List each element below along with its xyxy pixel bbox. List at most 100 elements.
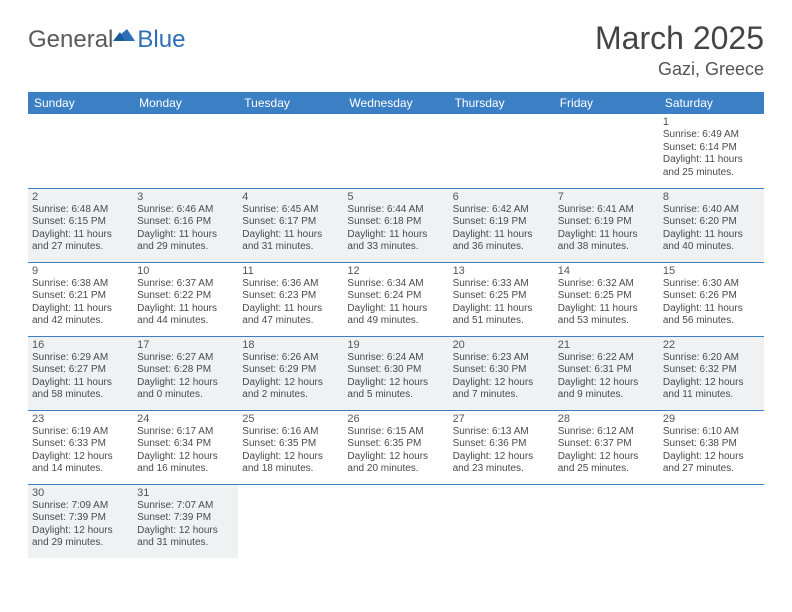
sunset-text: Sunset: 6:22 PM xyxy=(137,290,234,303)
day-number: 25 xyxy=(242,413,339,425)
calendar-day-cell xyxy=(28,114,133,188)
calendar-week-row: 2Sunrise: 6:48 AMSunset: 6:15 PMDaylight… xyxy=(28,188,764,262)
daylight-text: Daylight: 12 hours and 5 minutes. xyxy=(347,377,444,402)
sunset-text: Sunset: 6:30 PM xyxy=(453,364,550,377)
sunrise-text: Sunrise: 6:45 AM xyxy=(242,204,339,217)
daylight-text: Daylight: 11 hours and 29 minutes. xyxy=(137,229,234,254)
day-info: Sunrise: 6:40 AMSunset: 6:20 PMDaylight:… xyxy=(663,204,760,254)
sunrise-text: Sunrise: 6:33 AM xyxy=(453,278,550,291)
day-number: 7 xyxy=(558,191,655,203)
sunset-text: Sunset: 6:20 PM xyxy=(663,216,760,229)
day-number: 9 xyxy=(32,265,129,277)
sunrise-text: Sunrise: 6:12 AM xyxy=(558,426,655,439)
daylight-text: Daylight: 11 hours and 56 minutes. xyxy=(663,303,760,328)
logo: General Blue xyxy=(28,26,185,54)
day-info: Sunrise: 6:23 AMSunset: 6:30 PMDaylight:… xyxy=(453,352,550,402)
location-label: Gazi, Greece xyxy=(595,59,764,80)
day-number: 11 xyxy=(242,265,339,277)
daylight-text: Daylight: 12 hours and 23 minutes. xyxy=(453,451,550,476)
sunset-text: Sunset: 6:18 PM xyxy=(347,216,444,229)
day-info: Sunrise: 6:12 AMSunset: 6:37 PMDaylight:… xyxy=(558,426,655,476)
day-number: 28 xyxy=(558,413,655,425)
calendar-day-cell: 31Sunrise: 7:07 AMSunset: 7:39 PMDayligh… xyxy=(133,484,238,558)
sunrise-text: Sunrise: 6:32 AM xyxy=(558,278,655,291)
calendar-table: Sunday Monday Tuesday Wednesday Thursday… xyxy=(28,92,764,558)
sunset-text: Sunset: 6:29 PM xyxy=(242,364,339,377)
day-number: 23 xyxy=(32,413,129,425)
calendar-day-cell: 23Sunrise: 6:19 AMSunset: 6:33 PMDayligh… xyxy=(28,410,133,484)
sunrise-text: Sunrise: 6:48 AM xyxy=(32,204,129,217)
calendar-week-row: 9Sunrise: 6:38 AMSunset: 6:21 PMDaylight… xyxy=(28,262,764,336)
logo-text-blue: Blue xyxy=(137,26,185,54)
day-info: Sunrise: 6:38 AMSunset: 6:21 PMDaylight:… xyxy=(32,278,129,328)
sunrise-text: Sunrise: 6:27 AM xyxy=(137,352,234,365)
day-number: 19 xyxy=(347,339,444,351)
daylight-text: Daylight: 11 hours and 36 minutes. xyxy=(453,229,550,254)
calendar-week-row: 23Sunrise: 6:19 AMSunset: 6:33 PMDayligh… xyxy=(28,410,764,484)
daylight-text: Daylight: 11 hours and 31 minutes. xyxy=(242,229,339,254)
calendar-day-cell xyxy=(133,114,238,188)
calendar-day-cell: 6Sunrise: 6:42 AMSunset: 6:19 PMDaylight… xyxy=(449,188,554,262)
day-info: Sunrise: 6:20 AMSunset: 6:32 PMDaylight:… xyxy=(663,352,760,402)
calendar-day-cell: 25Sunrise: 6:16 AMSunset: 6:35 PMDayligh… xyxy=(238,410,343,484)
sunrise-text: Sunrise: 6:38 AM xyxy=(32,278,129,291)
calendar-week-row: 1Sunrise: 6:49 AMSunset: 6:14 PMDaylight… xyxy=(28,114,764,188)
calendar-day-cell: 7Sunrise: 6:41 AMSunset: 6:19 PMDaylight… xyxy=(554,188,659,262)
calendar-day-cell: 26Sunrise: 6:15 AMSunset: 6:35 PMDayligh… xyxy=(343,410,448,484)
daylight-text: Daylight: 11 hours and 42 minutes. xyxy=(32,303,129,328)
sunrise-text: Sunrise: 6:49 AM xyxy=(663,129,760,142)
sunset-text: Sunset: 6:35 PM xyxy=(347,438,444,451)
calendar-day-cell: 8Sunrise: 6:40 AMSunset: 6:20 PMDaylight… xyxy=(659,188,764,262)
sunrise-text: Sunrise: 6:13 AM xyxy=(453,426,550,439)
calendar-day-cell: 22Sunrise: 6:20 AMSunset: 6:32 PMDayligh… xyxy=(659,336,764,410)
sunrise-text: Sunrise: 7:09 AM xyxy=(32,500,129,513)
sunrise-text: Sunrise: 7:07 AM xyxy=(137,500,234,513)
daylight-text: Daylight: 11 hours and 40 minutes. xyxy=(663,229,760,254)
daylight-text: Daylight: 11 hours and 49 minutes. xyxy=(347,303,444,328)
day-number: 27 xyxy=(453,413,550,425)
sunrise-text: Sunrise: 6:10 AM xyxy=(663,426,760,439)
calendar-day-cell xyxy=(238,114,343,188)
sunset-text: Sunset: 6:33 PM xyxy=(32,438,129,451)
sunset-text: Sunset: 6:24 PM xyxy=(347,290,444,303)
sunrise-text: Sunrise: 6:41 AM xyxy=(558,204,655,217)
day-info: Sunrise: 6:44 AMSunset: 6:18 PMDaylight:… xyxy=(347,204,444,254)
calendar-day-cell: 4Sunrise: 6:45 AMSunset: 6:17 PMDaylight… xyxy=(238,188,343,262)
sunrise-text: Sunrise: 6:22 AM xyxy=(558,352,655,365)
calendar-day-cell: 29Sunrise: 6:10 AMSunset: 6:38 PMDayligh… xyxy=(659,410,764,484)
sunset-text: Sunset: 6:14 PM xyxy=(663,142,760,155)
day-header: Wednesday xyxy=(343,92,448,114)
day-number: 31 xyxy=(137,487,234,499)
sunset-text: Sunset: 6:30 PM xyxy=(347,364,444,377)
day-number: 22 xyxy=(663,339,760,351)
sunset-text: Sunset: 6:35 PM xyxy=(242,438,339,451)
day-info: Sunrise: 6:34 AMSunset: 6:24 PMDaylight:… xyxy=(347,278,444,328)
sunset-text: Sunset: 6:31 PM xyxy=(558,364,655,377)
calendar-day-cell xyxy=(449,484,554,558)
calendar-week-row: 30Sunrise: 7:09 AMSunset: 7:39 PMDayligh… xyxy=(28,484,764,558)
sunrise-text: Sunrise: 6:30 AM xyxy=(663,278,760,291)
day-info: Sunrise: 6:22 AMSunset: 6:31 PMDaylight:… xyxy=(558,352,655,402)
day-header: Thursday xyxy=(449,92,554,114)
day-info: Sunrise: 6:46 AMSunset: 6:16 PMDaylight:… xyxy=(137,204,234,254)
daylight-text: Daylight: 12 hours and 11 minutes. xyxy=(663,377,760,402)
month-title: March 2025 xyxy=(595,20,764,57)
day-info: Sunrise: 6:42 AMSunset: 6:19 PMDaylight:… xyxy=(453,204,550,254)
day-header: Friday xyxy=(554,92,659,114)
day-info: Sunrise: 6:15 AMSunset: 6:35 PMDaylight:… xyxy=(347,426,444,476)
day-header: Sunday xyxy=(28,92,133,114)
daylight-text: Daylight: 11 hours and 58 minutes. xyxy=(32,377,129,402)
sunrise-text: Sunrise: 6:29 AM xyxy=(32,352,129,365)
sunset-text: Sunset: 6:36 PM xyxy=(453,438,550,451)
sunset-text: Sunset: 6:28 PM xyxy=(137,364,234,377)
calendar-day-cell: 14Sunrise: 6:32 AMSunset: 6:25 PMDayligh… xyxy=(554,262,659,336)
sunrise-text: Sunrise: 6:24 AM xyxy=(347,352,444,365)
day-info: Sunrise: 6:49 AMSunset: 6:14 PMDaylight:… xyxy=(663,129,760,179)
sunset-text: Sunset: 6:16 PM xyxy=(137,216,234,229)
day-info: Sunrise: 6:30 AMSunset: 6:26 PMDaylight:… xyxy=(663,278,760,328)
daylight-text: Daylight: 11 hours and 27 minutes. xyxy=(32,229,129,254)
day-number: 4 xyxy=(242,191,339,203)
daylight-text: Daylight: 12 hours and 7 minutes. xyxy=(453,377,550,402)
day-number: 17 xyxy=(137,339,234,351)
daylight-text: Daylight: 12 hours and 0 minutes. xyxy=(137,377,234,402)
